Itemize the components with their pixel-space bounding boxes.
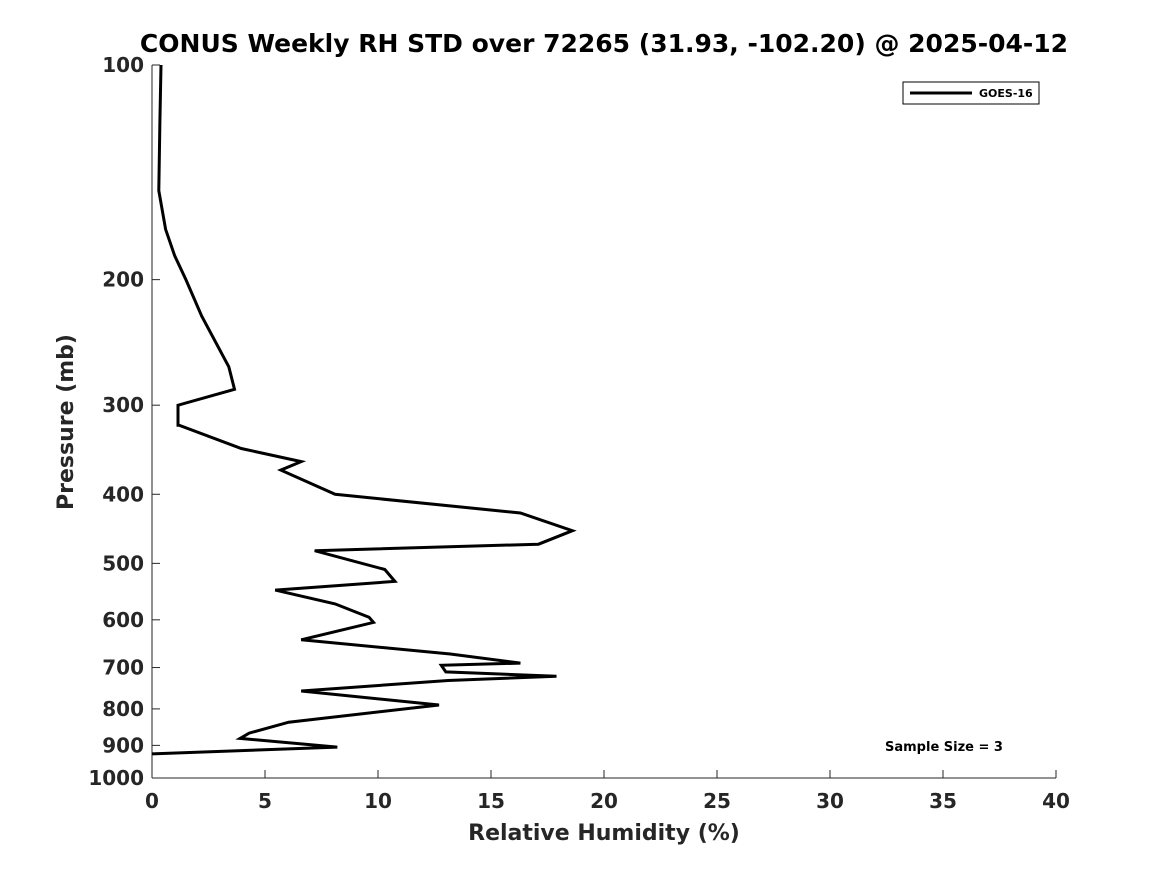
y-ticks: 100 200 300 400 500 600 700 800 900 1000 <box>88 53 160 790</box>
x-tick-label: 0 <box>145 789 159 813</box>
sample-size-annotation: Sample Size = 3 <box>885 740 1003 755</box>
legend: GOES-16 <box>902 81 1040 105</box>
x-ticks: 0 5 10 15 20 25 30 35 40 <box>145 770 1070 813</box>
y-tick-label: 700 <box>102 656 144 680</box>
y-axis-label: Pressure (mb) <box>54 334 79 510</box>
y-tick-label: 800 <box>102 697 144 721</box>
x-tick-label: 40 <box>1042 789 1070 813</box>
x-tick-label: 20 <box>590 789 618 813</box>
y-tick-label: 400 <box>102 482 144 506</box>
y-tick-label: 1000 <box>88 766 144 790</box>
axes <box>151 65 1056 779</box>
x-axis-label: Relative Humidity (%) <box>468 821 740 846</box>
y-tick-label: 900 <box>102 733 144 757</box>
x-tick-label: 15 <box>477 789 505 813</box>
x-tick-label: 30 <box>816 789 844 813</box>
y-tick-label: 300 <box>102 393 144 417</box>
y-tick-label: 200 <box>102 268 144 292</box>
series-group <box>151 64 577 756</box>
chart-title: CONUS Weekly RH STD over 72265 (31.93, -… <box>140 29 1068 58</box>
y-tick-label: 600 <box>102 608 144 632</box>
legend-label-goes-16: GOES-16 <box>979 87 1033 100</box>
x-tick-label: 35 <box>929 789 957 813</box>
y-tick-label: 100 <box>102 53 144 77</box>
series-line-goes-16 <box>151 64 577 756</box>
x-tick-label: 25 <box>703 789 731 813</box>
y-tick-label: 500 <box>102 551 144 575</box>
x-tick-label: 5 <box>258 789 272 813</box>
x-tick-label: 10 <box>364 789 392 813</box>
